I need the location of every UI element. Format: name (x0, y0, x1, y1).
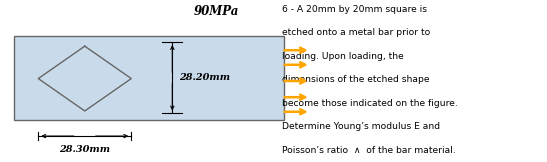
Text: 6 - A 20mm by 20mm square is: 6 - A 20mm by 20mm square is (282, 5, 427, 14)
Text: loading. Upon loading, the: loading. Upon loading, the (282, 52, 404, 61)
Text: 28.20mm: 28.20mm (179, 73, 230, 82)
Text: etched onto a metal bar prior to: etched onto a metal bar prior to (282, 28, 430, 37)
Text: Determine Young’s modulus E and: Determine Young’s modulus E and (282, 122, 440, 131)
Text: become those indicated on the figure.: become those indicated on the figure. (282, 99, 457, 108)
Text: 90MPa: 90MPa (194, 5, 240, 18)
Bar (14, 36, 284, 120)
Text: 28.30mm: 28.30mm (59, 145, 110, 154)
Text: Poisson’s ratio  ∧  of the bar material.: Poisson’s ratio ∧ of the bar material. (282, 146, 456, 155)
Text: dimensions of the etched shape: dimensions of the etched shape (282, 75, 429, 84)
